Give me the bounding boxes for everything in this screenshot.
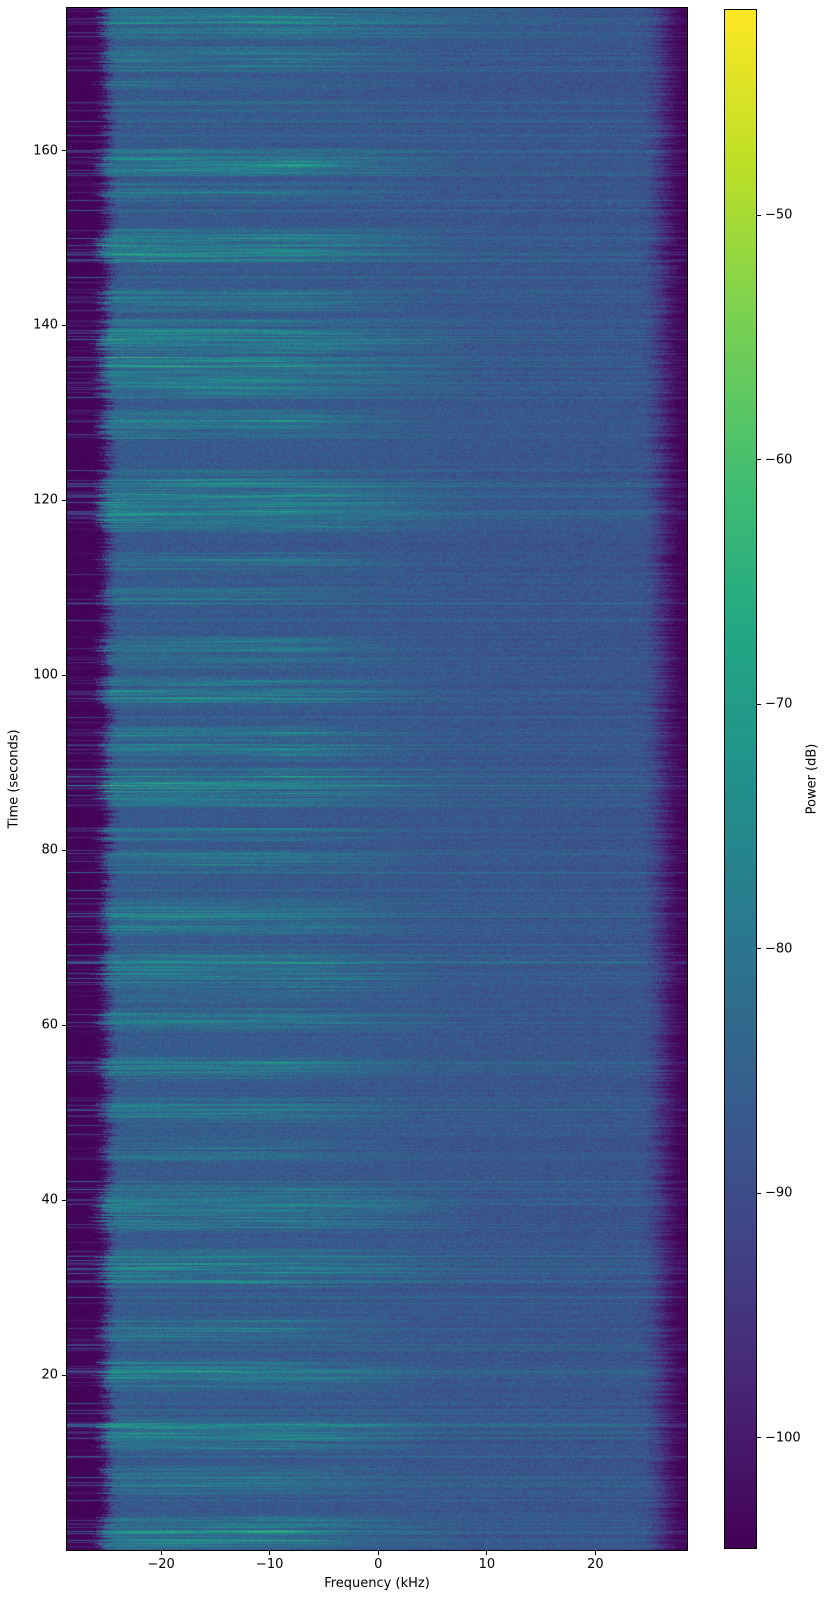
- colorbar-tick-label: −60: [765, 452, 793, 468]
- colorbar-tick-label: −100: [765, 1430, 801, 1446]
- y-tick: [62, 324, 66, 326]
- x-tick-label: −10: [255, 1557, 284, 1572]
- colorbar-tick-label: −90: [765, 1185, 793, 1201]
- x-tick: [269, 1551, 271, 1555]
- colorbar: [724, 9, 757, 1549]
- y-tick-label: 160: [33, 143, 58, 159]
- y-tick: [62, 150, 66, 152]
- colorbar-tick: [757, 1192, 761, 1194]
- colorbar-tick: [757, 948, 761, 950]
- x-tick: [377, 1551, 379, 1555]
- x-tick: [594, 1551, 596, 1555]
- y-tick-label: 100: [33, 667, 58, 683]
- colorbar-tick-label: −80: [765, 941, 793, 957]
- x-tick-label: 20: [587, 1557, 604, 1572]
- y-tick: [62, 1374, 66, 1376]
- x-tick-label: 10: [478, 1557, 496, 1572]
- colorbar-title: Power (dB): [804, 743, 820, 815]
- y-tick-label: 80: [41, 842, 58, 858]
- x-axis-title: Frequency (kHz): [324, 1576, 430, 1591]
- colorbar-tick: [757, 459, 761, 461]
- colorbar-tick: [757, 703, 761, 705]
- x-tick: [486, 1551, 488, 1555]
- x-tick-label: 0: [374, 1557, 383, 1572]
- x-tick-label: −20: [147, 1557, 175, 1572]
- y-tick: [62, 499, 66, 501]
- colorbar-tick: [757, 1437, 761, 1439]
- plot-area: [66, 7, 688, 1551]
- y-tick-label: 140: [33, 317, 58, 333]
- y-tick: [62, 849, 66, 851]
- y-tick: [62, 674, 66, 676]
- y-axis-title: Time (seconds): [6, 729, 22, 829]
- colorbar-gradient: [725, 10, 756, 1548]
- colorbar-tick-label: −70: [765, 696, 793, 712]
- x-tick: [160, 1551, 162, 1555]
- colorbar-tick: [757, 214, 761, 216]
- spectrogram-heatmap: [67, 8, 687, 1550]
- colorbar-tick-label: −50: [765, 207, 793, 223]
- y-tick-label: 60: [41, 1017, 58, 1033]
- y-tick-label: 20: [41, 1367, 58, 1383]
- y-tick: [62, 1024, 66, 1026]
- y-tick: [62, 1199, 66, 1201]
- y-tick-label: 120: [33, 492, 58, 508]
- y-tick-label: 40: [41, 1192, 58, 1208]
